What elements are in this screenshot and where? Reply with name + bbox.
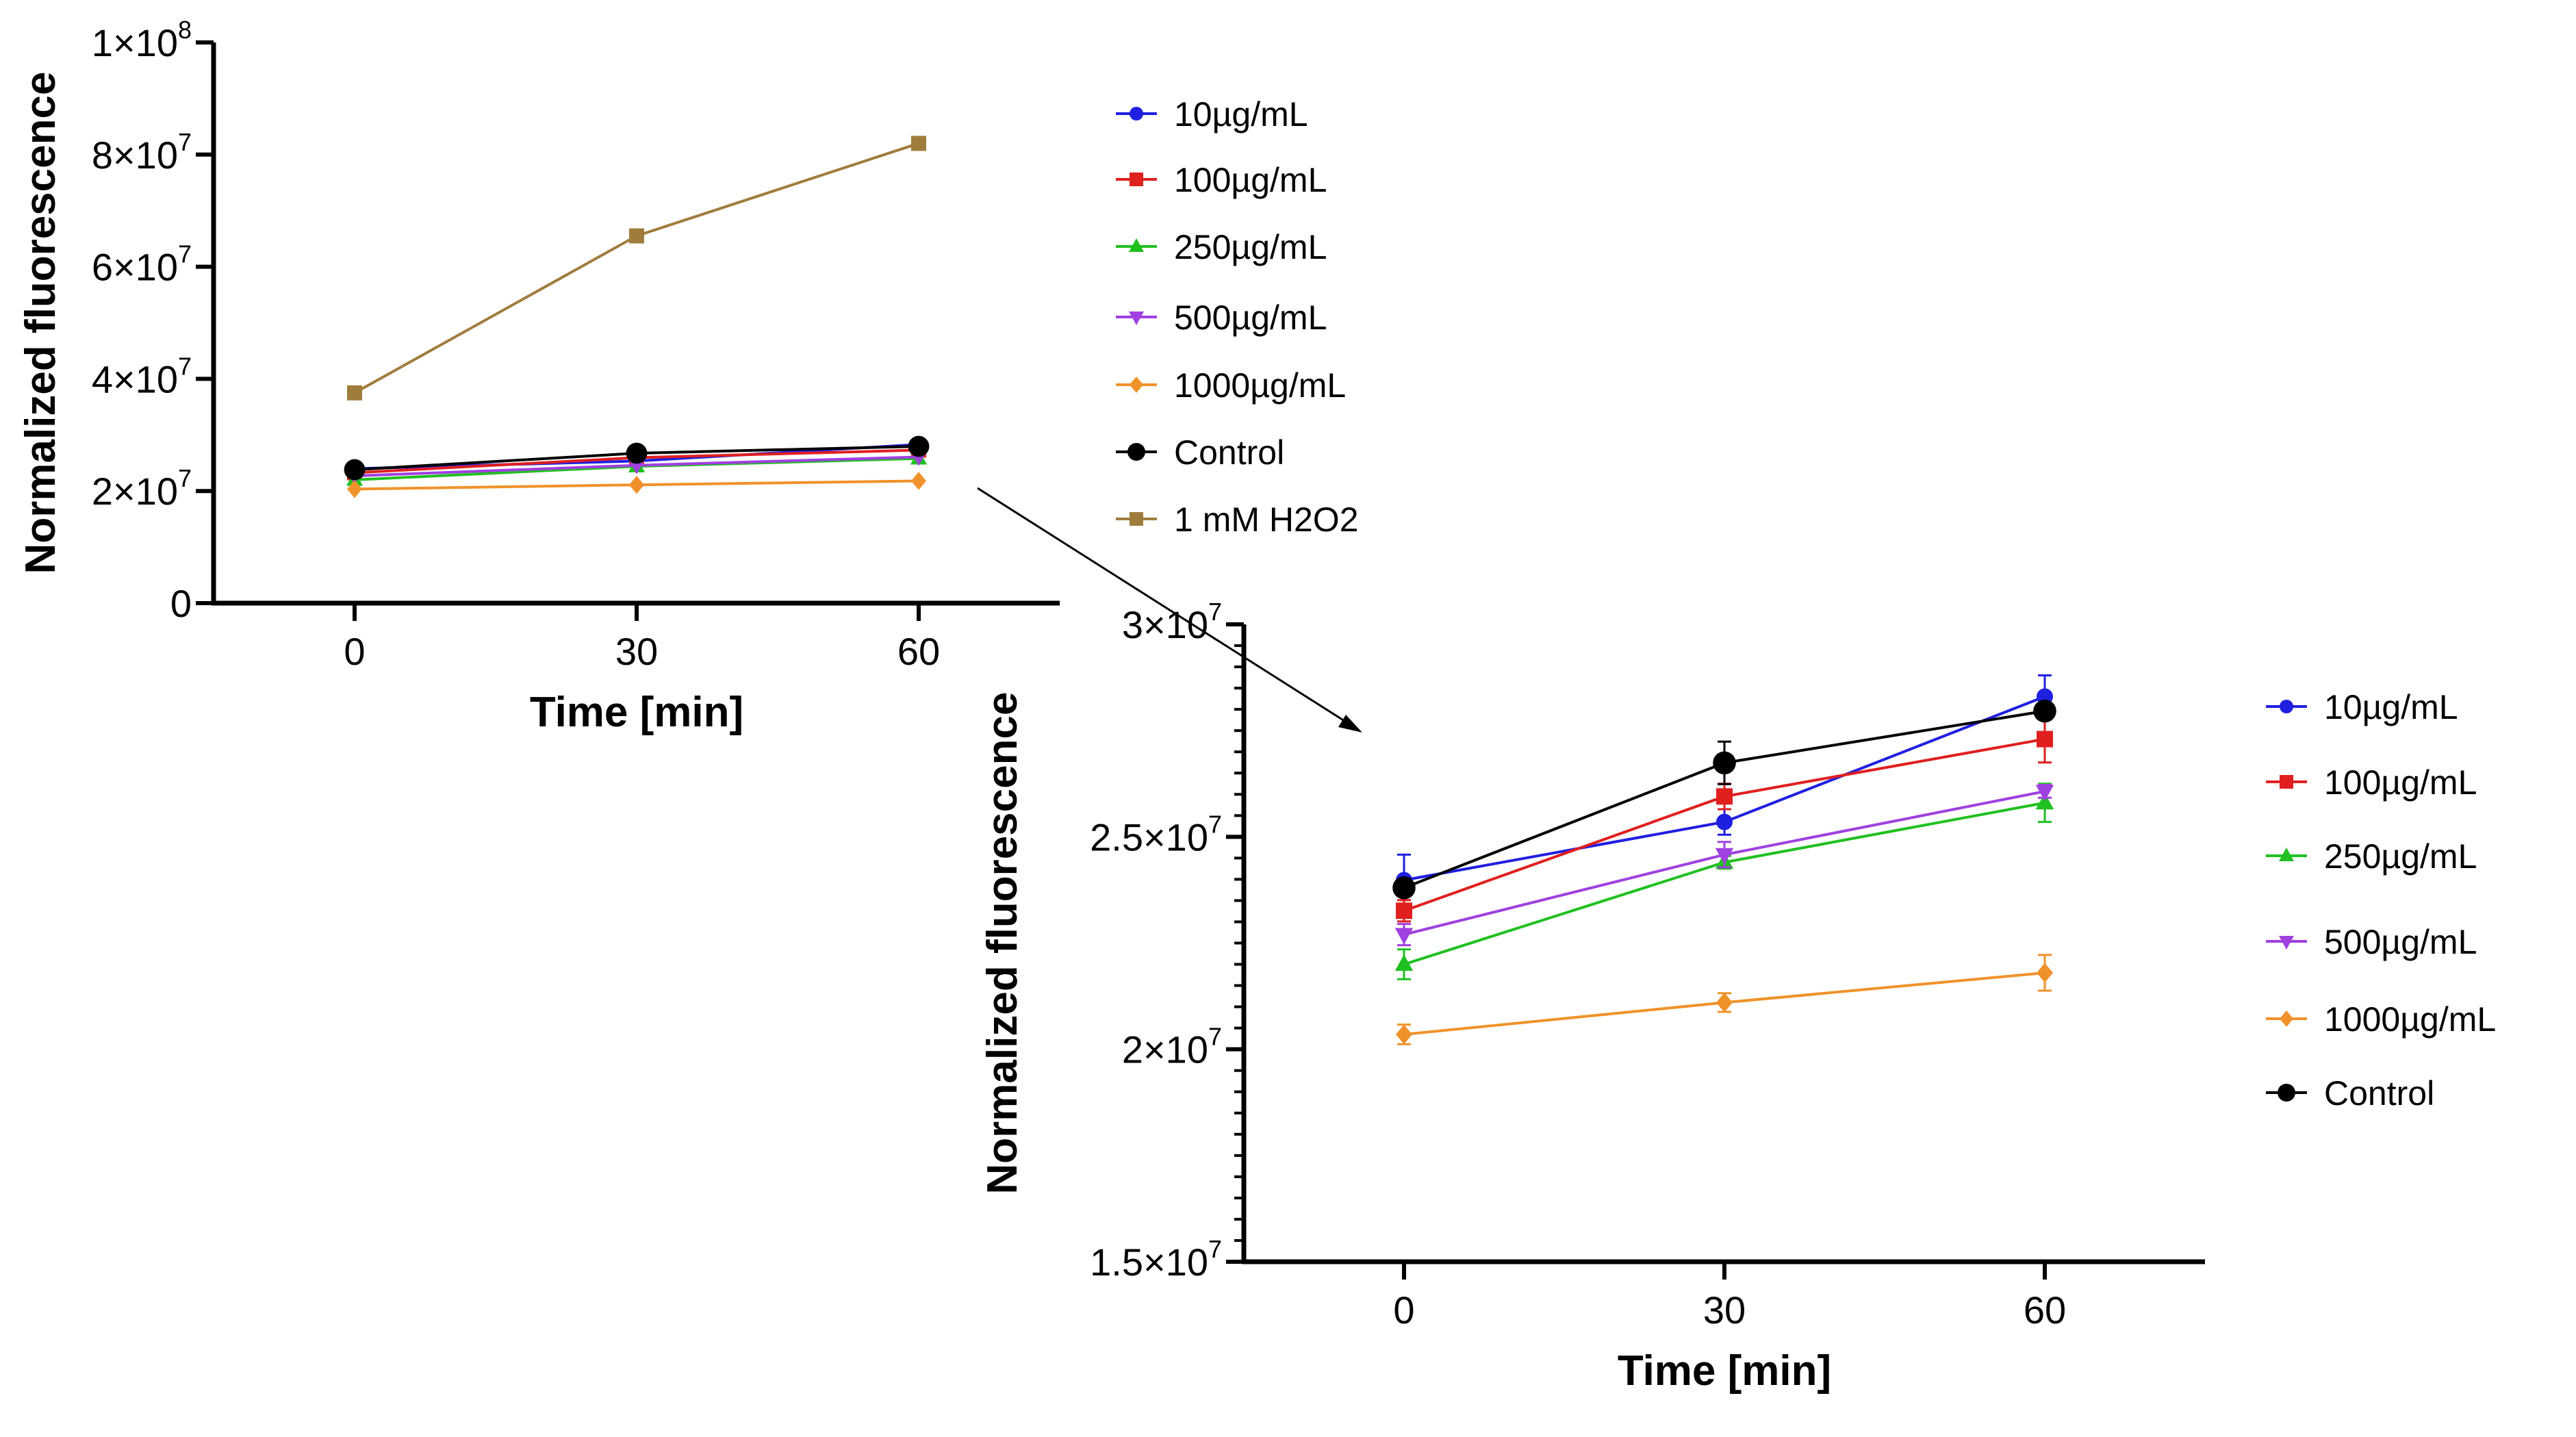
series-Control — [1392, 699, 2056, 900]
y-axis-title: Normalized fluorescence — [979, 692, 1026, 1195]
legend-item: 10µg/mL — [1116, 95, 1308, 133]
legend-marker — [1129, 311, 1144, 325]
y-tick-label: 4×107 — [92, 352, 192, 400]
legend-marker — [2280, 1010, 2293, 1027]
series-Control — [344, 435, 930, 481]
data-point — [1716, 813, 1733, 830]
legend-marker — [1130, 512, 1143, 526]
data-point — [626, 442, 648, 464]
legend-label: Control — [1174, 433, 1284, 472]
y-tick-label: 1×108 — [92, 16, 192, 64]
legend-marker — [1130, 173, 1143, 186]
data-point — [2037, 963, 2053, 983]
x-tick-label: 0 — [1393, 1288, 1414, 1332]
data-point — [629, 228, 644, 244]
y-tick-label: 2×107 — [1122, 1023, 1222, 1071]
legend-marker — [2279, 936, 2294, 950]
x-tick-label: 30 — [1703, 1288, 1746, 1332]
x-tick-label: 0 — [344, 630, 365, 673]
data-point — [1716, 992, 1733, 1013]
legend-item: 1 mM H2O2 — [1116, 500, 1359, 539]
legend-item: 500µg/mL — [2266, 923, 2477, 961]
legend-item: Control — [2266, 1074, 2434, 1112]
data-point — [908, 435, 930, 457]
legend-marker — [1129, 238, 1144, 252]
x-tick-label: 30 — [615, 630, 658, 673]
legend-item: Control — [1116, 433, 1284, 472]
data-point — [1394, 928, 1414, 945]
legend-marker — [1130, 377, 1143, 393]
legend-label: Control — [2324, 1074, 2434, 1112]
legend-label: 1000µg/mL — [1174, 366, 1346, 405]
legend-label: 10µg/mL — [2324, 688, 2458, 726]
data-point — [1716, 788, 1733, 805]
data-point — [1713, 751, 1736, 775]
data-point — [1394, 954, 1414, 971]
data-point — [347, 480, 362, 498]
x-tick-label: 60 — [2024, 1288, 2066, 1332]
data-point — [1392, 876, 1416, 900]
legend-marker — [2279, 848, 2294, 861]
data-point — [911, 136, 926, 151]
main-chart: 0 2×107 4×107 6×107 8×107 1×108 0 30 60 Time [min… — [17, 16, 1359, 736]
legend-label: 100µg/mL — [1174, 161, 1327, 199]
y-axis-title: Normalized fluorescence — [17, 72, 64, 574]
legend-item: 1000µg/mL — [2266, 1000, 2496, 1039]
series-1000µg/mL — [1396, 954, 2053, 1045]
y-tick-label: 6×107 — [92, 240, 192, 289]
legend-label: 1000µg/mL — [2324, 1000, 2496, 1039]
y-tick-label: 2×107 — [92, 464, 192, 513]
y-tick-label: 8×107 — [92, 128, 192, 177]
x-axis-title: Time [min] — [1618, 1347, 1831, 1395]
series-line — [354, 142, 919, 394]
series-1 mM H2O2 — [347, 136, 926, 400]
data-point — [629, 475, 644, 494]
legend-label: 500µg/mL — [2324, 923, 2477, 961]
legend-item: 500µg/mL — [1116, 298, 1327, 337]
series-1000µg/mL — [347, 472, 926, 498]
y-tick-label: 0 — [170, 582, 192, 625]
legend-item: 100µg/mL — [1116, 161, 1327, 199]
y-tick-label: 2.5×107 — [1090, 810, 1222, 859]
data-point — [1396, 1024, 1412, 1045]
legend-marker — [1130, 107, 1143, 120]
data-point — [2033, 699, 2056, 723]
y-tick-label: 3×107 — [1122, 598, 1222, 646]
data-point — [347, 385, 362, 400]
x-axis-title: Time [min] — [530, 689, 743, 736]
legend-item: 100µg/mL — [2266, 763, 2477, 802]
x-tick-label: 60 — [897, 630, 940, 673]
legend-label: 10µg/mL — [1174, 95, 1308, 133]
legend-marker — [2280, 700, 2293, 713]
data-point — [628, 459, 646, 474]
legend-item: 1000µg/mL — [1116, 366, 1346, 405]
data-point — [911, 472, 926, 490]
legend-marker — [1127, 443, 1145, 461]
legend-label: 1 mM H2O2 — [1174, 500, 1359, 539]
series-100µg/mL — [1396, 714, 2053, 923]
legend-label: 250µg/mL — [1174, 228, 1327, 266]
data-point — [1396, 902, 1412, 919]
legend-marker — [2280, 775, 2293, 789]
zoomed-chart: 1.5×107 2×107 2.5×107 3×107 0 30 60 Time [min] N… — [979, 598, 2496, 1395]
legend-label: 500µg/mL — [1174, 298, 1327, 337]
legend-marker — [2278, 1084, 2295, 1102]
zoom-arrow — [977, 487, 1362, 733]
legend-item: 250µg/mL — [1116, 228, 1327, 266]
legend-label: 250µg/mL — [2324, 837, 2477, 876]
data-point — [2037, 730, 2053, 748]
legend-label: 100µg/mL — [2324, 763, 2477, 802]
legend-item: 10µg/mL — [2266, 688, 2458, 726]
series-500µg/mL — [1394, 784, 2054, 947]
legend-item: 250µg/mL — [2266, 837, 2477, 876]
data-point — [1715, 848, 1734, 865]
data-point — [344, 459, 366, 481]
y-tick-label: 1.5×107 — [1090, 1235, 1222, 1284]
data-point — [2035, 785, 2054, 802]
